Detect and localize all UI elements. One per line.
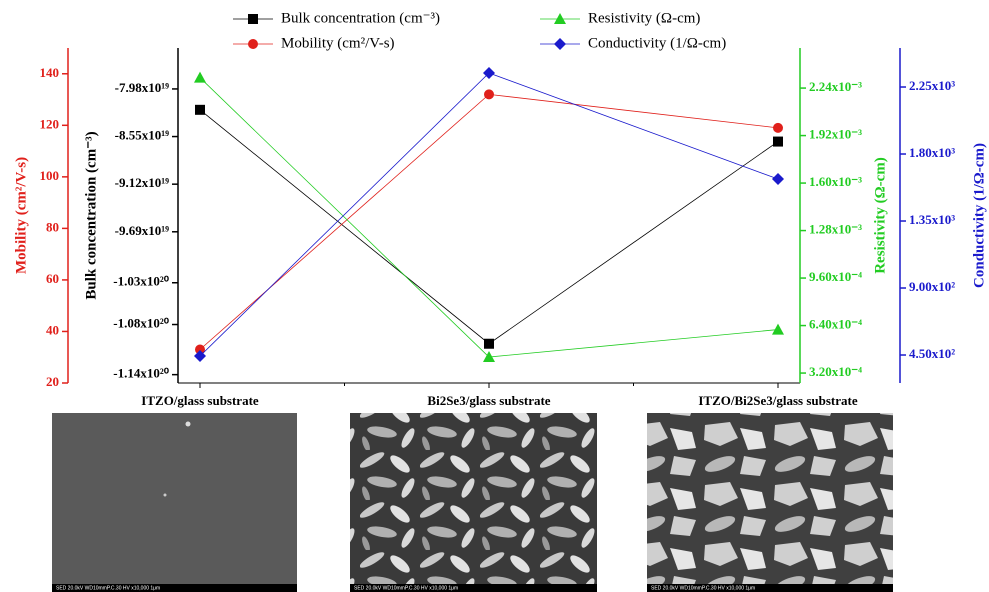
y-tick-label: 6.40x10⁻⁴ — [809, 317, 862, 332]
y-tick-label: -9.69x10¹⁹ — [115, 223, 169, 238]
figure: SED 20.0kV WD10mmP.C.30 HV x10,000 1μm S… — [0, 0, 989, 592]
y-tick-label: -1.03x10²⁰ — [113, 274, 169, 289]
series-line — [200, 110, 778, 344]
y-tick-label: 60 — [46, 271, 59, 286]
y-tick-label: -9.12x10¹⁹ — [115, 175, 169, 190]
x-tick-label: ITZO/Bi2Se3/glass substrate — [698, 393, 858, 408]
data-point — [772, 173, 784, 185]
image-caption: SED 20.0kV WD10mmP.C.30 HV x10,000 1μm — [354, 585, 458, 591]
y-tick-label: -1.08x10²⁰ — [113, 316, 169, 331]
y-tick-label: 9.60x10⁻⁴ — [809, 269, 862, 284]
sem-image — [52, 413, 297, 592]
y-tick-label: 1.92x10⁻³ — [809, 127, 862, 142]
legend-label: Bulk concentration (cm⁻³) — [281, 10, 440, 26]
data-point — [484, 89, 494, 99]
y-tick-label: 40 — [46, 322, 59, 337]
data-point — [772, 324, 784, 335]
y-tick-label: 2.25x10³ — [909, 78, 955, 93]
legend-marker — [554, 38, 566, 50]
y-tick-label: -7.98x10¹⁹ — [115, 80, 169, 95]
y-tick-label: -1.14x10²⁰ — [113, 366, 169, 381]
series-line — [200, 73, 778, 356]
y-tick-label: 9.00x10² — [909, 279, 955, 294]
image-caption: SED 20.0kV WD10mmP.C.30 HV x10,000 1μm — [651, 585, 755, 591]
y-axis-title: Mobility (cm²/V-s) — [13, 157, 29, 274]
sem-images: SED 20.0kV WD10mmP.C.30 HV x10,000 1μm S… — [52, 413, 893, 592]
y-tick-label: 20 — [46, 374, 59, 389]
y-tick-label: 2.24x10⁻³ — [809, 79, 862, 94]
legend-label: Resistivity (Ω-cm) — [588, 10, 700, 26]
legend-label: Mobility (cm²/V-s) — [281, 35, 395, 51]
legend-marker — [248, 39, 258, 49]
y-tick-label: 1.28x10⁻³ — [809, 222, 862, 237]
y-tick-label: 1.60x10⁻³ — [809, 174, 862, 189]
y-tick-label: 1.35x10³ — [909, 212, 955, 227]
particle — [164, 494, 167, 497]
legend-marker — [248, 14, 258, 24]
image-caption: SED 20.0kV WD10mmP.C.30 HV x10,000 1μm — [56, 585, 160, 591]
y-tick-label: 140 — [40, 65, 60, 80]
sem-image — [350, 413, 597, 592]
particle — [186, 422, 191, 427]
series-line — [200, 78, 778, 357]
y-tick-label: 4.50x10² — [909, 346, 955, 361]
y-tick-label: -8.55x10¹⁹ — [115, 128, 169, 143]
y-tick-label: 80 — [46, 219, 59, 234]
y-axis-title: Resistivity (Ω-cm) — [872, 157, 888, 274]
legend-label: Conductivity (1/Ω-cm) — [588, 35, 726, 51]
data-point — [195, 105, 205, 115]
data-point — [773, 137, 783, 147]
y-tick-label: 120 — [40, 116, 60, 131]
y-tick-label: 1.80x10³ — [909, 145, 955, 160]
x-tick-label: ITZO/glass substrate — [141, 393, 259, 408]
data-point — [484, 339, 494, 349]
y-tick-label: 100 — [40, 168, 60, 183]
data-point — [194, 72, 206, 83]
legend-marker — [554, 13, 566, 24]
series-line — [200, 94, 778, 349]
sem-image — [647, 413, 893, 592]
data-point — [773, 123, 783, 133]
y-axis-title: Conductivity (1/Ω-cm) — [971, 143, 987, 288]
y-axis-title: Bulk concentration (cm⁻³) — [83, 131, 99, 299]
y-tick-label: 3.20x10⁻⁴ — [809, 364, 862, 379]
x-tick-label: Bi2Se3/glass substrate — [427, 393, 550, 408]
